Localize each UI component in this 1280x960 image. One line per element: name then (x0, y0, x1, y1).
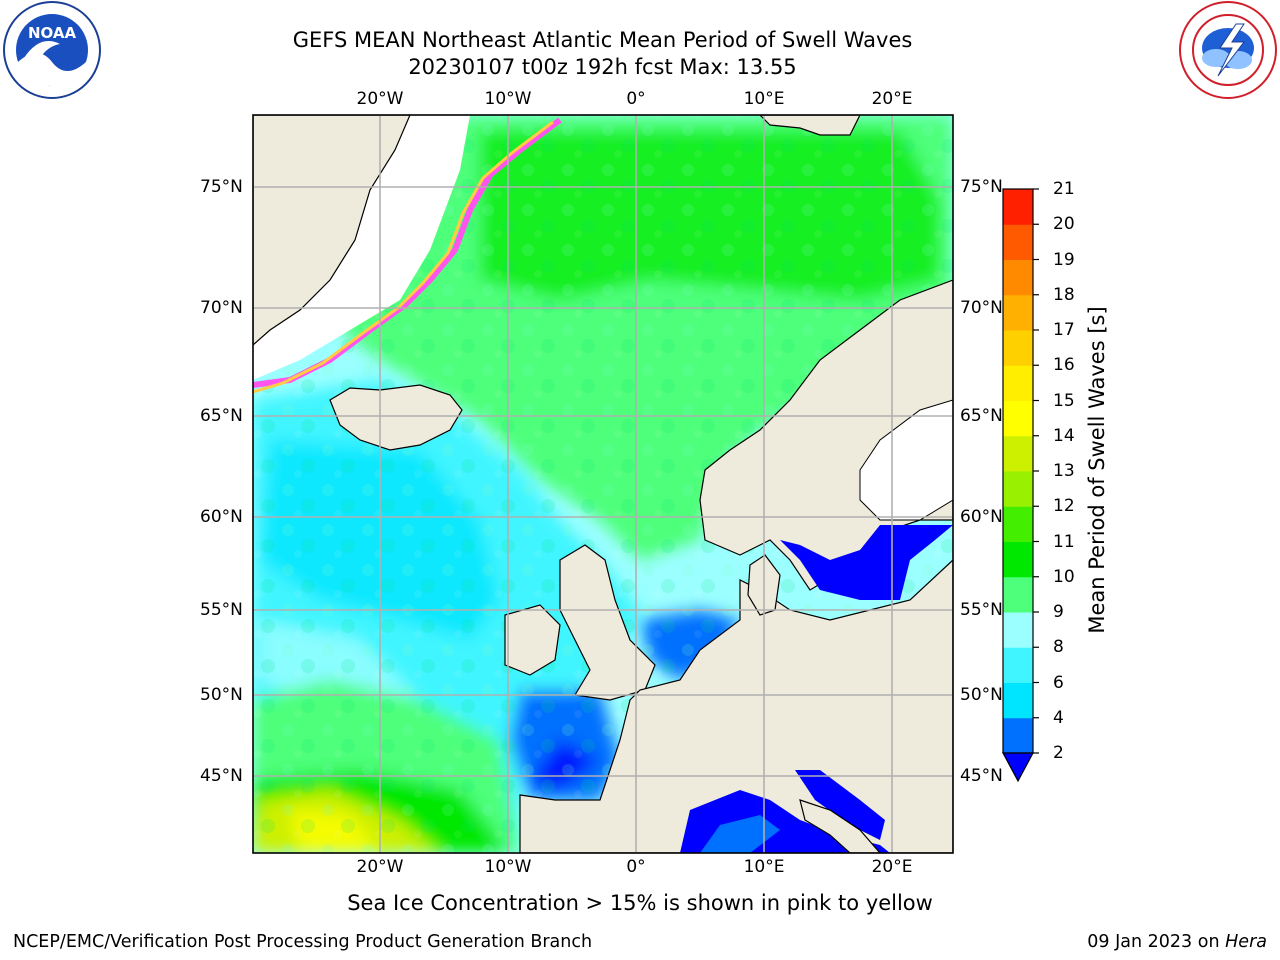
colorbar-tick-label: 2 (1053, 743, 1064, 763)
colorbar-tick-label: 18 (1053, 284, 1075, 305)
colorbar-tick-label: 4 (1053, 707, 1064, 728)
colorbar-band (1003, 612, 1033, 648)
lon-tick-top: 20°W (356, 89, 404, 109)
colorbar-band (1003, 717, 1033, 754)
colorbar-tick-label: 9 (1053, 602, 1064, 622)
colorbar-band (1003, 576, 1033, 613)
colorbar-tick-label: 15 (1053, 390, 1075, 411)
footer-host: Hera (1225, 932, 1267, 952)
colorbar-tick-label: 19 (1053, 249, 1075, 270)
colorbar-tick-label: 11 (1053, 531, 1075, 552)
map-frame (252, 114, 954, 854)
map-panel (253, 115, 953, 853)
colorbar-band (1003, 541, 1033, 578)
colorbar-band (1003, 506, 1033, 542)
lat-tick-right: 45°N (960, 766, 1003, 786)
lon-tick-bottom: 0° (626, 857, 646, 877)
lat-tick-left: 45°N (200, 766, 243, 786)
colorbar-band (1003, 189, 1033, 225)
lon-tick-bottom: 10°E (743, 857, 785, 877)
colorbar-band (1003, 294, 1033, 331)
lat-tick-left: 70°N (200, 298, 243, 318)
greenland-land (253, 115, 411, 346)
colorbar-tick-label: 21 (1053, 179, 1075, 199)
colorbar-tick-label: 20 (1053, 214, 1075, 235)
lon-tick-top: 10°E (743, 89, 785, 109)
colorbar-tick-label: 6 (1053, 672, 1064, 693)
colorbar-extend-arrow (1001, 752, 1035, 783)
colorbar-tick-label: 8 (1053, 637, 1064, 658)
colorbar-tick-label: 13 (1053, 461, 1075, 481)
lat-tick-right: 60°N (960, 507, 1003, 527)
chart-subtitle: 20230107 t00z 192h fcst Max: 13.55 (408, 55, 797, 79)
sea-ice-note: Sea Ice Concentration > 15% is shown in … (347, 891, 933, 915)
lat-tick-left: 65°N (200, 406, 243, 426)
lon-tick-top: 0° (626, 89, 646, 109)
footer-date-text: 09 Jan 2023 on (1087, 932, 1220, 952)
colorbar-label: Mean Period of Swell Waves [s] (1085, 306, 1109, 634)
colorbar-band (1003, 259, 1033, 296)
colorbar-tick-label: 10 (1053, 566, 1075, 587)
colorbar-band (1003, 330, 1033, 366)
lat-tick-right: 70°N (960, 298, 1003, 318)
lat-tick-right: 55°N (960, 600, 1003, 620)
colorbar (1001, 188, 1039, 783)
colorbar-tick-label: 17 (1053, 320, 1075, 340)
lon-tick-top: 10°W (484, 89, 532, 109)
graticule (253, 115, 953, 853)
lat-tick-right: 50°N (960, 685, 1003, 705)
svalbard (759, 115, 861, 136)
lon-tick-bottom: 10°W (484, 857, 532, 877)
lat-tick-right: 65°N (960, 406, 1003, 426)
lon-tick-top: 20°E (871, 89, 913, 109)
colorbar-tick-label: 14 (1053, 425, 1075, 446)
italy (799, 799, 881, 853)
colorbar-band (1003, 435, 1033, 472)
lat-tick-left: 50°N (200, 685, 243, 705)
footer-credit: NCEP/EMC/Verification Post Processing Pr… (13, 932, 593, 952)
colorbar-band (1003, 471, 1033, 507)
lat-tick-right: 75°N (960, 177, 1003, 197)
colorbar-band (1003, 682, 1033, 719)
europe-mainland (519, 559, 953, 853)
chart-title: GEFS MEAN Northeast Atlantic Mean Period… (292, 28, 913, 52)
colorbar-band (1003, 224, 1033, 260)
lon-tick-bottom: 20°W (356, 857, 404, 877)
svg-text:NOAA: NOAA (28, 24, 77, 42)
colorbar-tick-label: 12 (1053, 496, 1075, 517)
baltic-sea (780, 525, 953, 600)
footer-date: 09 Jan 2023 on Hera (1087, 932, 1267, 952)
colorbar-tick-label: 16 (1053, 355, 1075, 376)
iceland (329, 384, 463, 451)
colorbar-band (1003, 647, 1033, 683)
nws-logo (1179, 1, 1277, 99)
colorbar-band (1003, 400, 1033, 437)
lon-tick-bottom: 20°E (871, 857, 913, 877)
lat-tick-left: 55°N (200, 600, 243, 620)
colorbar-band (1003, 365, 1033, 401)
noaa-logo: NOAA (3, 1, 101, 99)
lat-tick-left: 75°N (200, 177, 243, 197)
ireland (504, 604, 561, 676)
lat-tick-left: 60°N (200, 507, 243, 527)
